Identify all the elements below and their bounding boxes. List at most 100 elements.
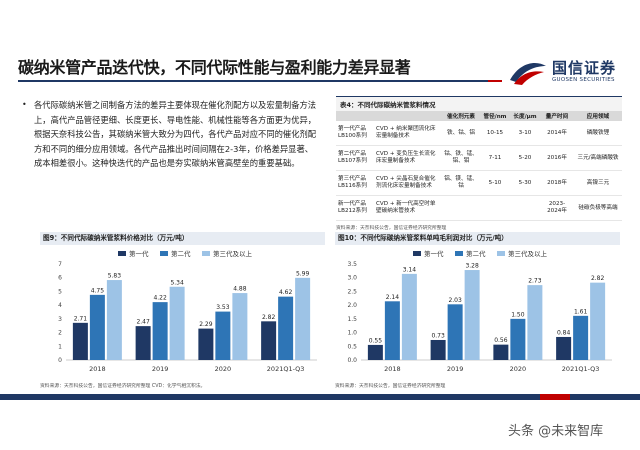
margin-chart: 第一代 第二代 第三代及以上 0.0 0.5 1.0 1.5 2.0 2.5 3.0 3.5 0.55… — [347, 249, 612, 373]
legend-label: 第三代及以上 — [508, 249, 548, 258]
y-tick-label: 4 — [58, 302, 62, 309]
bar — [401, 273, 417, 360]
table-cell: 2018年 — [540, 170, 574, 196]
table-header — [374, 111, 442, 121]
table-cell: 5-30 — [510, 170, 540, 196]
x-tick-label: 2020 — [510, 365, 527, 373]
bar — [135, 326, 151, 360]
logo-text-en: GUOSEN SECURITIES — [552, 77, 615, 83]
table-cell: 铁、钴、铝 — [442, 121, 480, 146]
margin-chart-source: 资料来源：天奈科技公告，国信证券经济研究所整理 — [335, 384, 446, 389]
table-cell: 第一代产品 LB100系列 — [336, 121, 374, 146]
legend-label: 第二代 — [171, 249, 191, 258]
data-label: 4.88 — [233, 286, 247, 293]
data-label: 5.99 — [296, 270, 310, 277]
bar — [430, 339, 446, 360]
legend-swatch — [497, 251, 505, 256]
table-cell: 新一代产品 LB212系列 — [336, 195, 374, 221]
summary-text: 各代际碳纳米管之间制备方法的差异主要体现在催化剂配方以及宏量制备方法上，高代产品… — [34, 100, 317, 169]
bar — [232, 293, 248, 360]
bar — [573, 315, 589, 360]
data-label: 2.14 — [386, 294, 400, 301]
y-tick-label: 0 — [58, 357, 62, 364]
table-cell: 高镍三元 — [574, 170, 622, 196]
legend-swatch — [413, 251, 421, 256]
data-label: 2.73 — [528, 278, 542, 285]
table-source: 资料来源：天奈科技公告，国信证券经济研究所整理 — [336, 226, 447, 231]
data-label: 0.55 — [369, 337, 383, 344]
bar — [261, 321, 277, 360]
bar — [590, 282, 606, 360]
table-cell: 5-20 — [510, 145, 540, 171]
legend-label: 第一代 — [129, 249, 149, 258]
brand-logo: 国信证券 GUOSEN SECURITIES — [508, 56, 618, 88]
x-tick-label: 2021Q1-Q3 — [562, 365, 600, 373]
data-label: 2.47 — [136, 319, 150, 326]
generation-table-panel: 表4：不同代际碳纳米管浆料情况 催化剂元素 管径/nm 长度/μm 量产时间 应… — [336, 96, 622, 231]
watermark-text: 头条 @未来智库 — [508, 424, 604, 439]
data-label: 3.28 — [465, 263, 479, 270]
data-label: 4.62 — [279, 289, 293, 296]
table-header: 长度/μm — [510, 111, 540, 121]
table-cell: CVD + 新一代高空时单壁碳纳米管技术 — [374, 195, 442, 221]
bar — [527, 285, 543, 360]
data-label: 2.82 — [262, 314, 276, 321]
table-cell: CVD + 纳米聚团流化床宏量制备技术 — [374, 121, 442, 146]
table-row: 新一代产品 LB212系列 CVD + 新一代高空时单壁碳纳米管技术 2023-… — [336, 195, 622, 221]
table-cell: 钴、铁、锰、铝、钼 — [442, 145, 480, 171]
legend-label: 第三代及以上 — [213, 249, 253, 258]
legend-swatch — [118, 251, 126, 256]
y-tick-label: 2 — [58, 330, 62, 337]
bar — [89, 294, 105, 360]
table-cell: 2016年 — [540, 145, 574, 171]
summary-bullet: • 各代际碳纳米管之间制备方法的差异主要体现在催化剂配方以及宏量制备方法上，高代… — [22, 98, 320, 171]
table-cell: 3-10 — [510, 121, 540, 146]
table-row: 第一代产品 LB100系列 CVD + 纳米聚团流化床宏量制备技术 铁、钴、铝 … — [336, 121, 622, 146]
bar — [367, 344, 383, 360]
table-cell: 铝、镁、锰、钴 — [442, 170, 480, 196]
margin-chart-panel: 图10：不同代际碳纳米管浆料单吨毛利润对比（万元/吨） 第一代 第二代 第三代及以上… — [335, 232, 620, 392]
table-cell: 5-10 — [480, 170, 510, 196]
bar — [106, 280, 122, 360]
data-label: 3.53 — [216, 304, 230, 311]
y-tick-label: 1.5 — [347, 316, 357, 323]
x-tick-label: 2021Q1-Q3 — [267, 365, 305, 373]
bar — [152, 302, 168, 360]
legend-swatch — [455, 251, 463, 256]
data-label: 5.83 — [108, 273, 122, 280]
table-header — [336, 111, 374, 121]
legend-swatch — [202, 251, 210, 256]
bullet-dot-icon: • — [22, 100, 27, 109]
data-label: 4.22 — [153, 295, 167, 302]
table-row: 第三代产品 LB116系列 CVD + 尖晶石复合催化剂流化床宏量制备技术 铝、… — [336, 170, 622, 196]
bar — [464, 270, 480, 360]
bar — [556, 336, 572, 360]
bar — [278, 296, 294, 360]
x-tick-label: 2019 — [447, 365, 464, 373]
table-cell — [510, 195, 540, 221]
page-title: 碳纳米管产品迭代快，不同代际性能与盈利能力差异显著 — [18, 58, 411, 77]
table-cell: 7-11 — [480, 145, 510, 171]
table-cell: 三元/高端磷酸铁 — [574, 145, 622, 171]
table-header: 管径/nm — [480, 111, 510, 121]
table-cell: 2014年 — [540, 121, 574, 146]
table-cell — [480, 195, 510, 221]
data-label: 5.34 — [170, 279, 184, 286]
price-chart-title: 图9：不同代际碳纳米管浆料价格对比（万元/吨） — [40, 232, 325, 245]
y-tick-label: 2.5 — [347, 288, 357, 295]
table-cell: 磷酸铁锂 — [574, 121, 622, 146]
y-tick-label: 1.0 — [347, 330, 357, 337]
bar — [384, 301, 400, 360]
generation-table: 催化剂元素 管径/nm 长度/μm 量产时间 应用领域 第一代产品 LB100系… — [336, 111, 622, 221]
table-cell: 2023-2024年 — [540, 195, 574, 221]
data-label: 4.75 — [91, 287, 105, 294]
data-label: 3.14 — [403, 266, 417, 273]
y-tick-label: 2.0 — [347, 302, 357, 309]
data-label: 2.03 — [448, 297, 462, 304]
table-title: 表4：不同代际碳纳米管浆料情况 — [336, 96, 622, 111]
price-chart-panel: 图9：不同代际碳纳米管浆料价格对比（万元/吨） 第一代 第二代 第三代及以上 0 1 2 3… — [40, 232, 325, 392]
x-tick-label: 2020 — [215, 365, 232, 373]
title-underline — [18, 80, 488, 82]
x-tick-label: 2018 — [89, 365, 106, 373]
x-tick-label: 2019 — [152, 365, 169, 373]
